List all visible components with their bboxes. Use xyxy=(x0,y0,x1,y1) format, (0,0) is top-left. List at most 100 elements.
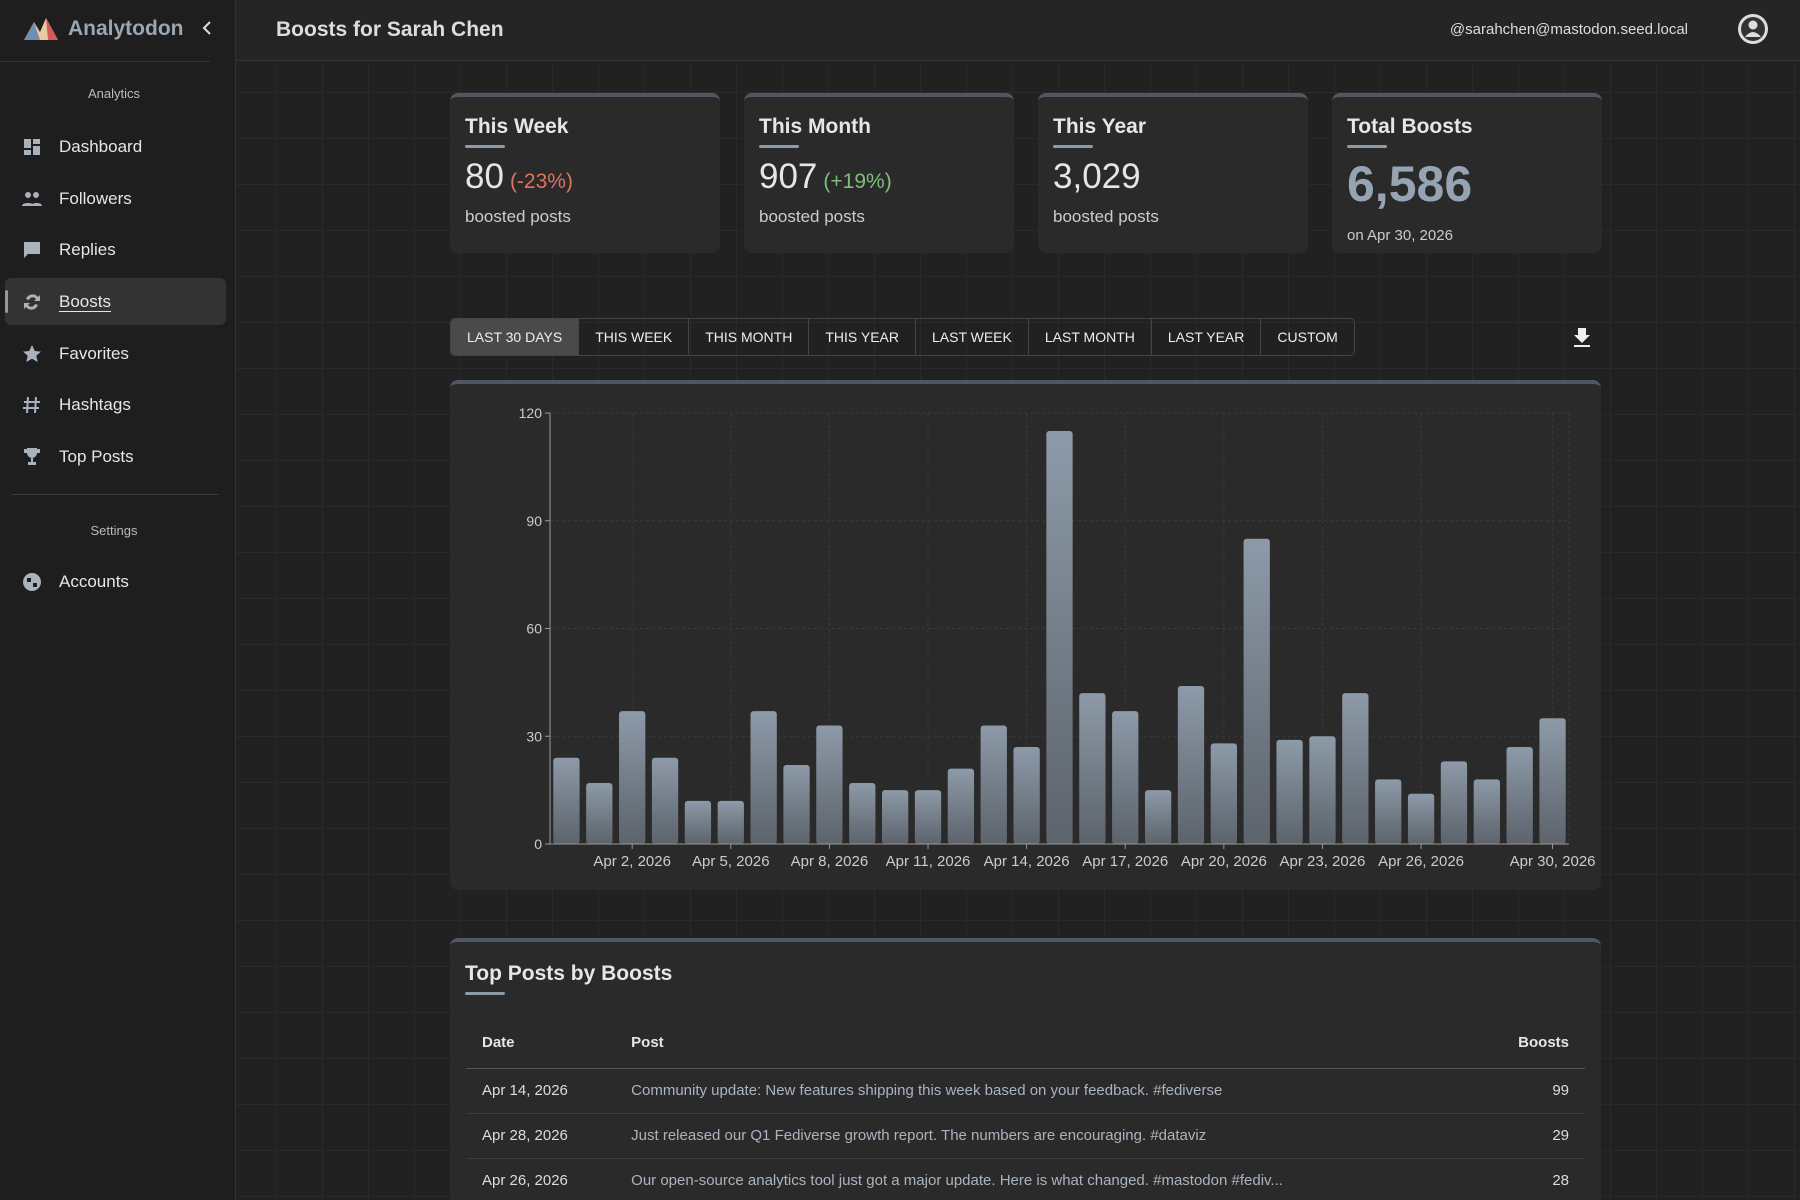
nav-label: Replies xyxy=(59,239,116,259)
bar xyxy=(1243,538,1270,844)
bar xyxy=(816,725,843,844)
bar xyxy=(1177,685,1205,844)
stat-value: 6,586 xyxy=(1347,155,1472,213)
underline xyxy=(1053,145,1093,148)
account-name: @sarahchen@mastodon.seed.local xyxy=(1449,21,1688,38)
table-cell: Apr 26, 2026 xyxy=(466,1158,616,1200)
nav-label: Boosts xyxy=(59,291,111,311)
nav-icon xyxy=(23,396,40,413)
table-cell: Just released our Q1 Fediverse growth re… xyxy=(615,1113,1481,1159)
nav-item[interactable]: Replies xyxy=(5,226,226,273)
value: 6,586 xyxy=(1347,156,1473,212)
stat-caption: on Apr 30, 2026 xyxy=(1347,227,1453,244)
y-tick-label: 30 xyxy=(526,728,542,744)
tab[interactable]: LAST MONTH xyxy=(1029,319,1152,355)
top-bar: Boosts for Sarah Chen @sarahchen@mastodo… xyxy=(236,0,1800,61)
icon xyxy=(23,572,41,591)
app-name: Analytodon xyxy=(68,17,184,40)
chart-card: 0 30 60 90 120 Apr 2, 2026 Apr 5, 2026 Apr 8, 2… xyxy=(450,380,1601,890)
bar xyxy=(1539,718,1566,844)
x-tick-label: Apr 14, 2026 xyxy=(984,853,1070,870)
x-tick-label: Apr 8, 2026 xyxy=(791,853,869,870)
tab[interactable]: THIS YEAR xyxy=(809,319,916,355)
bar xyxy=(783,764,810,844)
stat-title: This Month xyxy=(759,115,871,138)
icon xyxy=(24,447,40,465)
nav-label: Accounts xyxy=(59,571,129,591)
nav-icon xyxy=(23,344,41,362)
bar xyxy=(1309,736,1336,844)
y-tick-label: 0 xyxy=(534,836,542,852)
bar xyxy=(1046,430,1073,844)
x-tick-label: Apr 30, 2026 xyxy=(1510,853,1596,870)
bar xyxy=(1440,761,1468,844)
stat-value: 907 (+19%) xyxy=(759,157,892,197)
table-cell: 29 xyxy=(1480,1113,1585,1159)
nav-item[interactable]: Hashtags xyxy=(5,381,226,428)
stat-caption: boosted posts xyxy=(465,207,571,226)
x-tick-label: Apr 5, 2026 xyxy=(692,853,770,870)
table-row[interactable]: Apr 28, 2026 Just released our Q1 Fediver… xyxy=(466,1113,1585,1159)
table-cell: Community update: New features shipping … xyxy=(615,1068,1481,1114)
tab[interactable]: LAST 30 DAYS xyxy=(451,319,580,355)
tab[interactable]: THIS MONTH xyxy=(689,319,810,355)
underline xyxy=(759,145,799,148)
table-row[interactable]: Apr 26, 2026 Our open-source analytics to… xyxy=(466,1158,1585,1200)
collapse-button[interactable] xyxy=(200,20,214,36)
bar xyxy=(651,757,679,844)
nav-item[interactable]: Boosts xyxy=(5,278,226,325)
stat-card: This Year 3,029 boosted posts xyxy=(1038,93,1308,253)
bar xyxy=(717,800,744,844)
avatar[interactable] xyxy=(1736,12,1770,46)
x-tick-label: Apr 26, 2026 xyxy=(1378,853,1464,870)
column-header: Date xyxy=(466,1018,616,1069)
nav-label: Hashtags xyxy=(59,394,131,414)
bar xyxy=(914,790,942,844)
icon xyxy=(23,344,41,362)
x-tick-label: Apr 23, 2026 xyxy=(1280,853,1366,870)
sidebar: Analytodon Analytics Dashboard Followers R… xyxy=(0,0,236,1200)
bar xyxy=(881,790,909,844)
bar xyxy=(619,711,646,844)
chart: 0 30 60 90 120 Apr 2, 2026 Apr 5, 2026 Apr 8, 2… xyxy=(519,405,1596,870)
bar xyxy=(1506,747,1533,844)
nav-item[interactable]: Top Posts xyxy=(5,433,226,480)
top-posts-table: Date Post Boosts Apr 14, 2026 Community upda… xyxy=(466,1018,1585,1200)
tab[interactable]: THIS WEEK xyxy=(579,319,690,355)
nav-item[interactable]: Followers xyxy=(5,175,226,222)
table-cell: Apr 14, 2026 xyxy=(466,1068,616,1114)
value: 3,029 xyxy=(1053,157,1141,196)
stat-value: 80 (-23%) xyxy=(465,157,573,197)
bar xyxy=(947,768,975,844)
tab[interactable]: CUSTOM xyxy=(1277,329,1338,345)
change: (+19%) xyxy=(823,170,892,193)
stat-caption: boosted posts xyxy=(1053,207,1159,226)
icon xyxy=(23,396,40,413)
icon xyxy=(22,191,42,206)
nav-icon xyxy=(23,572,41,591)
tab[interactable]: LAST YEAR xyxy=(1152,319,1262,355)
nav-icon xyxy=(24,241,40,258)
nav-item[interactable]: Accounts xyxy=(5,558,226,605)
nav-item[interactable]: Dashboard xyxy=(5,123,226,170)
table-cell: 28 xyxy=(1480,1158,1585,1200)
tab[interactable]: LAST WEEK xyxy=(916,319,1029,355)
value: 907 xyxy=(759,157,818,196)
bar xyxy=(849,782,876,844)
stat-card: Total Boosts 6,586 on Apr 30, 2026 xyxy=(1332,93,1602,253)
section-title: Analytics xyxy=(87,86,141,101)
bar xyxy=(1210,743,1238,844)
nav-icon xyxy=(22,191,42,206)
x-tick-label: Apr 11, 2026 xyxy=(886,853,971,870)
nav-item[interactable]: Favorites xyxy=(5,330,226,377)
stat-caption: boosted posts xyxy=(759,207,865,226)
nav-label: Favorites xyxy=(59,343,129,363)
bar xyxy=(1473,779,1500,844)
bar xyxy=(1375,779,1402,844)
bar xyxy=(553,757,580,844)
bar xyxy=(1079,693,1106,844)
table-row[interactable]: Apr 14, 2026 Community update: New featur… xyxy=(466,1068,1585,1114)
bar xyxy=(1112,711,1139,844)
download-button[interactable] xyxy=(1572,326,1592,348)
